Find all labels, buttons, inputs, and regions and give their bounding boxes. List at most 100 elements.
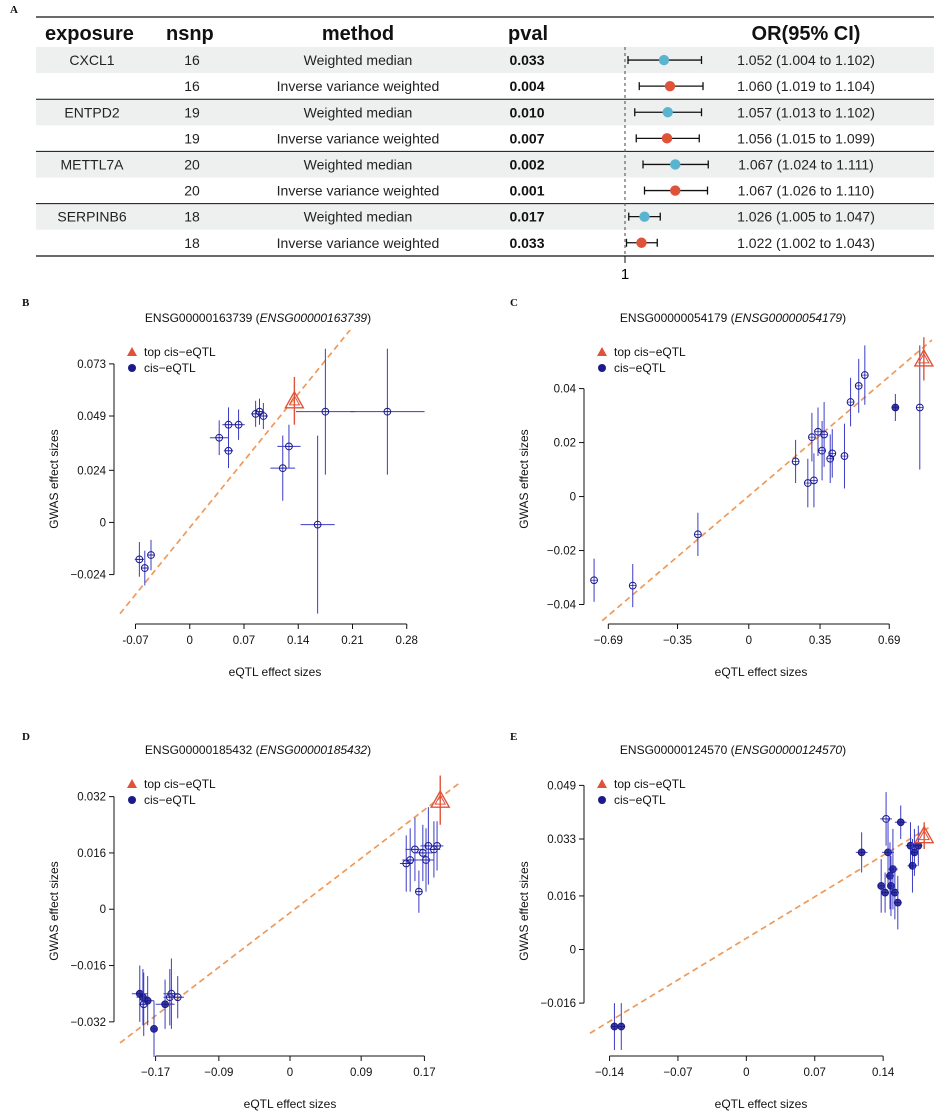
y-tick-label: −0.024 <box>71 570 107 582</box>
cell-method: Inverse variance weighted <box>277 235 440 251</box>
x-tick-label: -0.07 <box>122 635 148 647</box>
cell-exposure: ENTPD2 <box>64 104 119 120</box>
forest-plot-table: A exposure nsnp method pval OR(95% CI) C… <box>10 4 934 283</box>
x-tick-label: 0.28 <box>396 635 418 647</box>
cell-exposure: SERPINB6 <box>57 209 126 225</box>
panel-title: ENSG00000163739 (ENSG00000163739) <box>145 311 371 325</box>
header-or-ci: OR(95% CI) <box>752 23 861 45</box>
cell-method: Weighted median <box>304 209 413 225</box>
top-cis-eqtl-marker <box>284 390 305 409</box>
panel-title-italic: ENSG00000163739 <box>260 311 368 325</box>
y-axis-label: GWAS effect sizes <box>517 429 531 528</box>
top-cis-eqtl-inner <box>918 352 930 364</box>
panel-letter: C <box>510 297 518 309</box>
panel-title-italic: ENSG00000054179 <box>735 311 843 325</box>
x-tick-label: −0.69 <box>594 635 623 647</box>
regression-line <box>589 824 933 1034</box>
cell-nsnp: 16 <box>184 52 200 68</box>
cell-exposure: CXCL1 <box>69 52 114 68</box>
cell-nsnp: 20 <box>184 183 200 199</box>
panel-title-id: ENSG00000163739 ( <box>145 311 260 325</box>
cell-nsnp: 16 <box>184 78 200 94</box>
header-exposure: exposure <box>45 23 134 45</box>
legend-top-label: top cis−eQTL <box>144 777 216 791</box>
header-nsnp: nsnp <box>166 23 214 45</box>
cell-pval: 0.033 <box>509 52 544 68</box>
legend-top-icon <box>127 347 137 356</box>
y-tick-label: 0.032 <box>77 792 106 804</box>
top-cis-eqtl-marker <box>913 825 935 844</box>
scatter-panel-e: E ENSG00000124570 (ENSG00000124570) −0.14 −… <box>510 731 935 1111</box>
or-point <box>664 80 676 92</box>
forest-reference-label: 1 <box>621 266 629 283</box>
cell-pval: 0.033 <box>509 235 544 251</box>
y-tick-label: 0.033 <box>547 834 576 846</box>
cell-method: Weighted median <box>304 156 413 172</box>
x-tick-label: −0.07 <box>663 1067 692 1079</box>
or-point <box>670 159 681 170</box>
y-tick-label: 0.016 <box>77 848 106 860</box>
or-point <box>662 107 673 118</box>
or-point <box>658 54 670 66</box>
x-tick-label: −0.17 <box>141 1067 170 1079</box>
x-tick-label: 0.21 <box>341 635 363 647</box>
cell-or-ci: 1.067 (1.026 to 1.110) <box>738 183 875 199</box>
x-tick-label: 0.07 <box>233 635 255 647</box>
scatter-panel-b: B ENSG00000163739 (ENSG00000163739) -0.07 0… <box>22 297 425 679</box>
panel-title: ENSG00000124570 (ENSG00000124570) <box>620 743 846 757</box>
panel-title: ENSG00000185432 (ENSG00000185432) <box>145 743 371 757</box>
y-tick-label: −0.02 <box>547 546 576 558</box>
panel-title-id: ENSG00000124570 ( <box>620 743 735 757</box>
panel-title-italic: ENSG00000124570 <box>735 743 843 757</box>
x-tick-label: 0 <box>746 635 752 647</box>
y-axis-label: GWAS effect sizes <box>47 861 61 960</box>
panel-letter: D <box>22 731 30 743</box>
y-axis-label: GWAS effect sizes <box>47 429 61 528</box>
cell-nsnp: 20 <box>184 156 200 172</box>
cell-method: Weighted median <box>304 52 413 68</box>
cell-nsnp: 18 <box>184 235 200 251</box>
or-point <box>670 185 681 196</box>
panel-title-close: ) <box>842 311 846 325</box>
cell-nsnp: 18 <box>184 209 200 225</box>
y-tick-label: 0 <box>100 517 106 529</box>
legend-top-icon <box>597 779 607 788</box>
x-tick-label: −0.14 <box>595 1067 625 1079</box>
or-point <box>636 237 647 248</box>
row-shade <box>36 47 934 74</box>
cell-or-ci: 1.052 (1.004 to 1.102) <box>737 52 875 68</box>
cell-or-ci: 1.026 (1.005 to 1.047) <box>737 209 875 225</box>
y-tick-label: 0 <box>570 492 576 504</box>
panel-title-italic: ENSG00000185432 <box>260 743 368 757</box>
x-tick-label: −0.09 <box>204 1067 233 1079</box>
legend-cis-icon <box>128 796 136 804</box>
cell-exposure: METTL7A <box>60 156 124 172</box>
regression-line <box>119 330 352 615</box>
row-shade <box>36 151 934 178</box>
y-tick-label: −0.04 <box>547 600 577 612</box>
x-tick-label: 0.69 <box>878 635 900 647</box>
x-tick-label: −0.35 <box>663 635 692 647</box>
panel-letter: B <box>22 297 30 309</box>
top-cis-eqtl-inner <box>918 829 931 841</box>
cell-pval: 0.017 <box>509 209 544 225</box>
y-tick-label: 0 <box>100 904 106 916</box>
x-tick-label: 0.35 <box>809 635 831 647</box>
y-tick-label: 0.02 <box>554 438 576 450</box>
cell-pval: 0.001 <box>509 183 544 199</box>
table-rows: CXCL1 16 Weighted median 0.033 1.052 (1.004 … <box>57 52 875 251</box>
y-tick-label: 0.024 <box>77 465 106 477</box>
row-shading <box>36 47 934 230</box>
x-tick-label: 0.07 <box>804 1067 826 1079</box>
cell-method: Inverse variance weighted <box>277 130 440 146</box>
x-tick-label: 0 <box>743 1067 749 1079</box>
y-tick-label: 0.049 <box>77 411 106 423</box>
regression-line <box>601 339 933 622</box>
y-tick-label: 0.073 <box>77 359 106 371</box>
cell-or-ci: 1.057 (1.013 to 1.102) <box>737 104 875 120</box>
cell-pval: 0.007 <box>509 130 544 146</box>
cell-or-ci: 1.022 (1.002 to 1.043) <box>737 235 875 251</box>
legend-cis-label: cis−eQTL <box>614 361 666 375</box>
panel-title: ENSG00000054179 (ENSG00000054179) <box>620 311 846 325</box>
